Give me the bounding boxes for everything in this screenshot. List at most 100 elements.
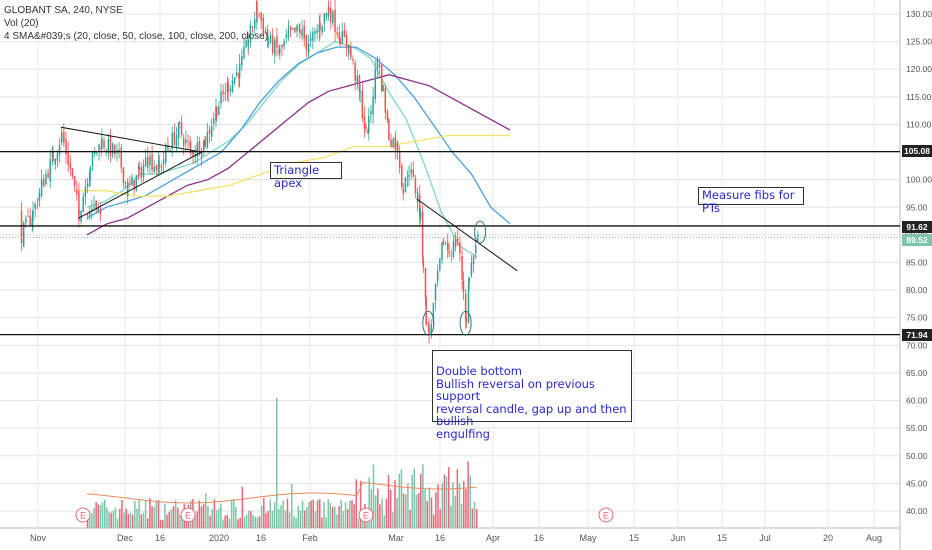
candle-body — [247, 43, 250, 46]
volume-bar — [368, 477, 370, 528]
candle-body — [314, 31, 316, 34]
candle-body — [256, 1, 258, 13]
volume-bar — [383, 515, 385, 528]
volume-bar — [146, 518, 149, 528]
triangle-apex-note[interactable]: Triangle apex — [270, 162, 342, 189]
volume-bar — [437, 484, 439, 528]
candle-body — [325, 12, 328, 17]
volume-bar — [170, 509, 173, 528]
volume-bar — [248, 510, 250, 528]
price-tag-91: 91.62 — [902, 221, 932, 233]
volume-bar — [226, 514, 229, 528]
volume-bar — [314, 511, 317, 528]
candle-body — [120, 147, 123, 168]
candle-body — [452, 240, 455, 258]
earnings-marker[interactable]: E — [180, 507, 196, 523]
candle-body — [312, 32, 314, 41]
sma-lines — [74, 40, 511, 258]
candle-body — [408, 175, 410, 177]
volume-bar — [316, 500, 319, 528]
candle-body — [78, 191, 80, 212]
volume-bar — [211, 509, 213, 528]
candle-body — [467, 284, 470, 323]
candle-body — [406, 179, 409, 180]
candle-body — [98, 144, 100, 152]
x-tick-label: Aug — [866, 533, 882, 543]
double-bottom-note[interactable]: Double bottom Bullish reversal on previo… — [432, 350, 632, 440]
candle-body — [177, 123, 180, 139]
volume-bar — [351, 500, 353, 528]
candle-body — [432, 303, 435, 322]
candle-body — [382, 85, 384, 92]
earnings-marker[interactable]: E — [358, 507, 374, 523]
volume-bar — [256, 517, 259, 528]
volume-bar — [366, 517, 368, 528]
volume-bar — [243, 517, 246, 528]
candle-body — [65, 139, 67, 155]
candle-body — [54, 158, 56, 165]
y-tick-label: 45.00 — [906, 478, 928, 488]
candle-body — [76, 189, 78, 195]
x-tick-label: Mar — [388, 533, 404, 543]
candle-body — [332, 11, 334, 24]
volume-bar — [336, 514, 338, 528]
x-tick-label: 16 — [256, 533, 266, 543]
price-tag-72: 71.94 — [902, 329, 932, 341]
earnings-marker[interactable]: E — [75, 507, 91, 523]
measure-fibs-note[interactable]: Measure fibs for PTs — [698, 187, 804, 214]
volume-bar — [329, 502, 332, 528]
x-tick-label: 16 — [155, 533, 165, 543]
candle-body — [287, 30, 290, 38]
candle-body — [71, 168, 74, 177]
volume-bar — [181, 518, 183, 528]
candle-body — [47, 173, 49, 178]
y-tick-label: 100.00 — [906, 175, 932, 185]
x-tick-label: 16 — [534, 533, 544, 543]
candle-body — [430, 324, 432, 334]
volume-bar — [119, 508, 121, 528]
volume-bar — [318, 499, 321, 528]
volume-bar — [237, 519, 239, 528]
candle-body — [91, 208, 93, 211]
candle-body — [296, 25, 298, 32]
candle-body — [29, 215, 31, 226]
volume-bar — [202, 504, 205, 528]
earnings-marker[interactable]: E — [598, 507, 614, 523]
candle-body — [299, 29, 301, 34]
earnings-label: E — [603, 511, 609, 521]
candle-body — [251, 26, 254, 28]
volume-bar — [232, 498, 235, 528]
volume-bars — [86, 397, 478, 528]
candle-body — [31, 218, 34, 226]
volume-bar — [469, 475, 471, 528]
candle-body — [287, 28, 290, 30]
x-tick-label: Feb — [302, 533, 318, 543]
x-tick-label: Apr — [486, 533, 500, 543]
double-bottom-title: Double bottom — [436, 364, 522, 378]
candle-body — [388, 119, 390, 140]
candle-body — [465, 318, 468, 322]
candle-body — [231, 80, 234, 93]
volume-bar — [86, 520, 89, 528]
y-tick-label: 115.00 — [906, 92, 932, 102]
volume-bar — [153, 506, 155, 528]
candle-body — [88, 211, 91, 215]
candle-body — [164, 145, 167, 163]
candle-body — [336, 32, 338, 35]
volume-bar — [138, 499, 140, 528]
horizontal-levels — [0, 150, 900, 336]
x-tick-labels: Nov Dec 16 2020 16 Feb Mar 16 Apr 16 May 15 Jun 15 Jul… — [30, 533, 882, 543]
volume-bar — [258, 516, 261, 528]
volume-bar — [312, 499, 315, 528]
candle-body — [133, 180, 135, 189]
candle-body — [118, 149, 120, 151]
volume-bar — [381, 498, 383, 528]
volume-bar — [411, 474, 413, 528]
candle-body — [63, 131, 65, 143]
volume-bar — [357, 518, 360, 528]
symbol-line: GLOBANT SA, 240, NYSE — [4, 5, 123, 16]
candle-body — [38, 192, 41, 202]
volume-bar — [422, 464, 424, 528]
trendlines — [60, 126, 518, 272]
